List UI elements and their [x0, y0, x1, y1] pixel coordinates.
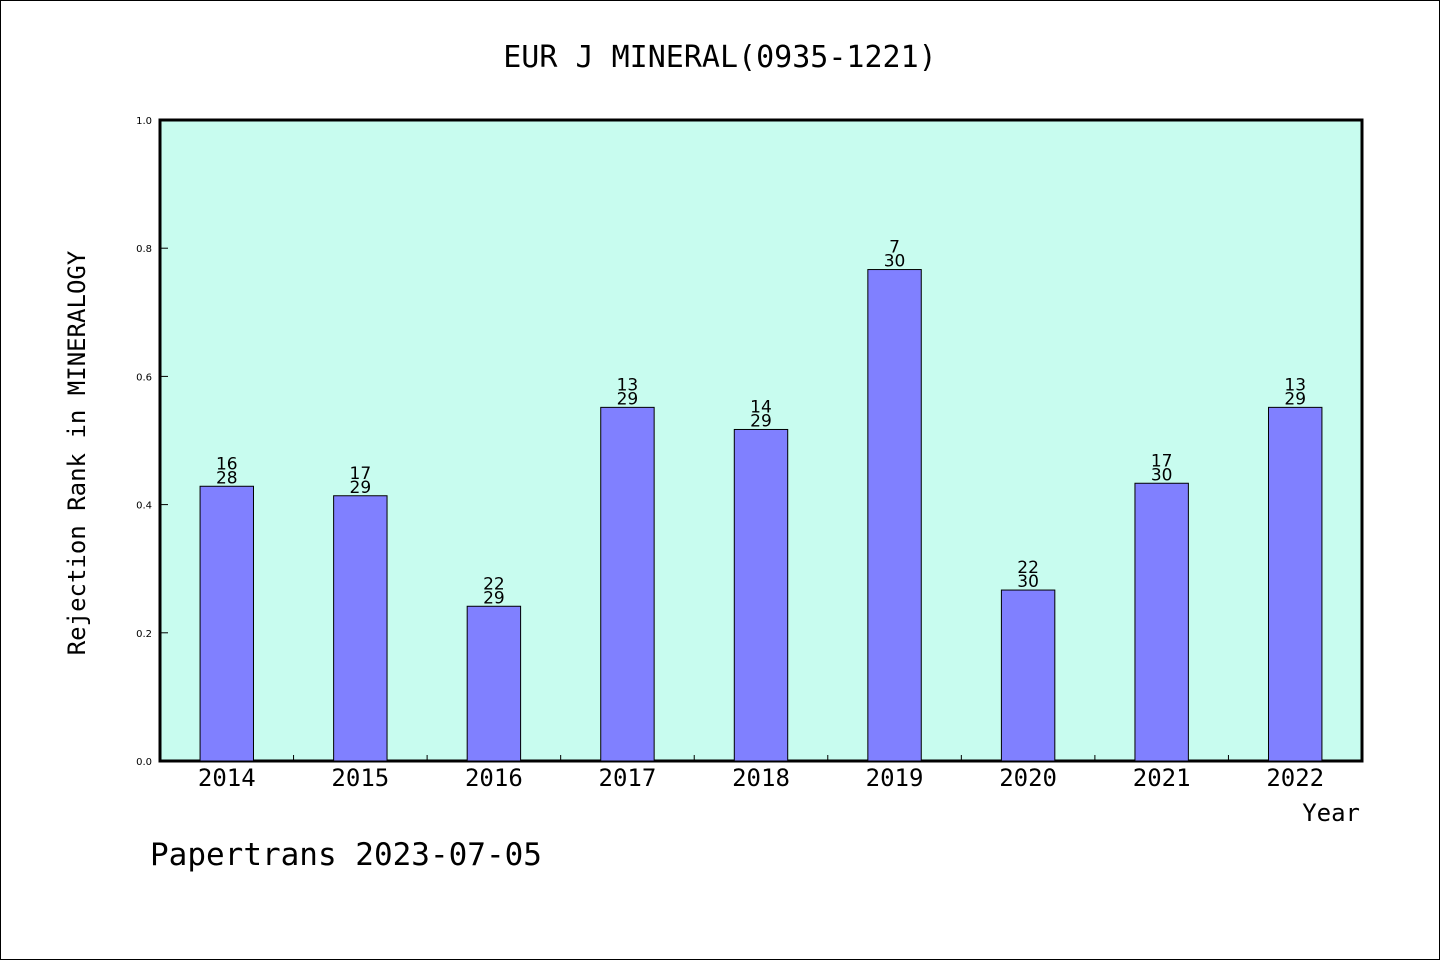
bar-rank-label: 16: [216, 454, 238, 474]
x-tick-label: 2018: [732, 764, 790, 792]
footer-credit: Papertrans 2023-07-05: [150, 837, 542, 873]
bar-rank-label: 14: [750, 397, 772, 417]
y-tick-label: 0.2: [136, 629, 152, 640]
x-tick-label: 2015: [331, 764, 389, 792]
bar-rank-label: 22: [483, 574, 505, 594]
bar-rank-label: 13: [1284, 375, 1306, 395]
y-axis: 0.0 0.2 0.4 0.6 0.8 1.0: [136, 116, 168, 768]
x-tick-label: 2021: [1133, 764, 1191, 792]
x-axis: 2014 2015 2016 2017 2018 2019 2020 2021 2022: [198, 755, 1324, 792]
y-axis-label: Rejection Rank in MINERALOGY: [63, 250, 91, 655]
bar-rank-label: 17: [350, 464, 372, 484]
bar: [600, 406, 655, 762]
bar: [333, 495, 388, 762]
y-tick-label: 0.4: [136, 501, 152, 512]
x-tick-label: 2022: [1266, 764, 1324, 792]
bar-total-label: 29: [750, 411, 772, 431]
y-tick-label: 0.6: [136, 372, 152, 383]
bar-rank-label: 22: [1017, 558, 1039, 578]
bar-total-label: 29: [483, 588, 505, 608]
x-tick-label: 2014: [198, 764, 256, 792]
bar-total-label: 30: [1151, 465, 1173, 485]
bar-total-label: 29: [350, 478, 372, 498]
bar-rank-label: 17: [1151, 451, 1173, 471]
x-tick-label: 2017: [599, 764, 657, 792]
bars-group: [199, 269, 1323, 762]
bar-total-label: 28: [216, 468, 238, 488]
chart-title: EUR J MINERAL(0935-1221): [503, 40, 936, 75]
y-tick-label: 0.0: [136, 757, 152, 768]
bar: [1000, 589, 1056, 762]
x-tick-label: 2016: [465, 764, 523, 792]
bar-rank-label: 13: [617, 375, 639, 395]
bar-rank-label: 7: [889, 238, 900, 258]
x-axis-label: Year: [1302, 799, 1360, 827]
x-tick-label: 2020: [999, 764, 1057, 792]
bar: [867, 269, 922, 762]
bar: [1134, 482, 1189, 762]
bar-total-label: 30: [884, 252, 906, 272]
bar: [199, 485, 254, 762]
bar: [466, 605, 522, 762]
y-tick-label: 1.0: [136, 116, 152, 127]
bar: [733, 428, 789, 762]
bar-total-label: 30: [1017, 572, 1039, 592]
y-tick-label: 0.8: [136, 244, 152, 255]
bar-total-label: 29: [1284, 389, 1306, 409]
x-tick-label: 2019: [866, 764, 924, 792]
bar-total-label: 29: [617, 389, 639, 409]
bar: [1268, 406, 1323, 762]
